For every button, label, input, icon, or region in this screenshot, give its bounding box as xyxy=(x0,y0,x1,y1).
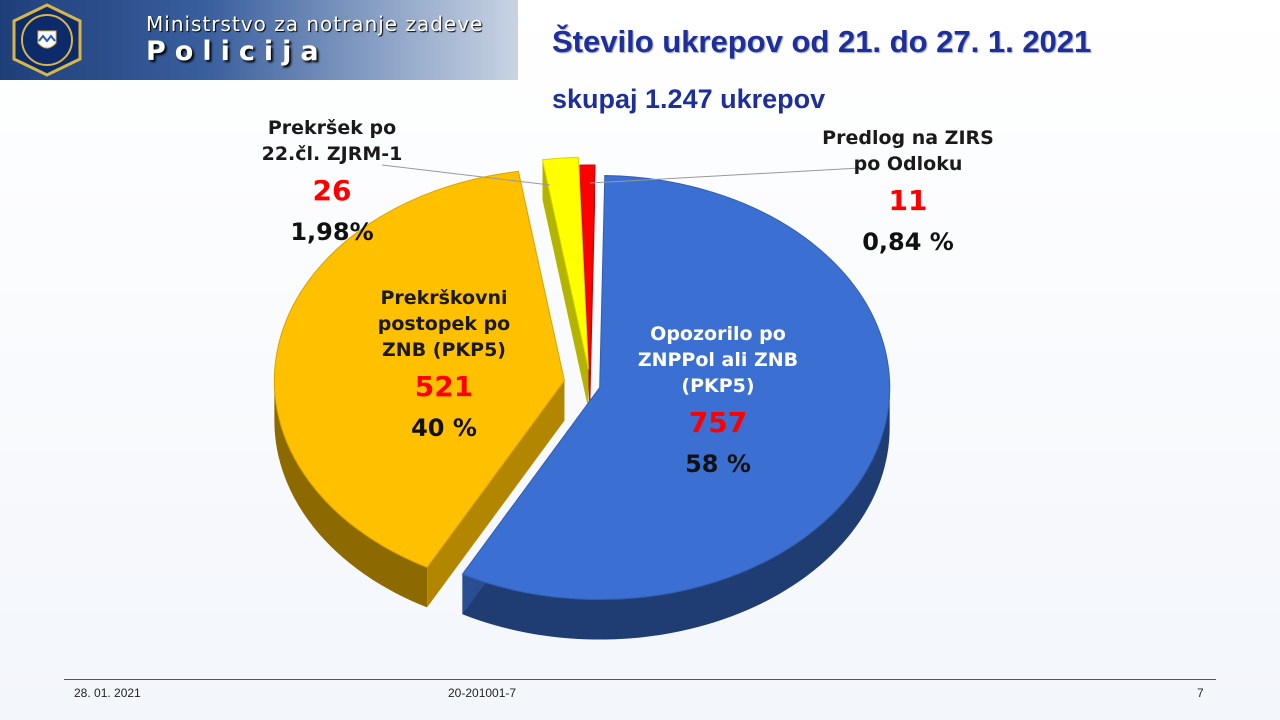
footer-divider xyxy=(64,679,1216,680)
pie-slice xyxy=(461,175,891,601)
slice-name-label: 22.čl. ZJRM-1 xyxy=(262,143,403,165)
slice-percent-label: 40 % xyxy=(411,414,477,442)
police-logo xyxy=(12,3,82,77)
slice-value-label: 757 xyxy=(689,406,747,439)
slice-name-label: Prekrškovni xyxy=(380,287,507,309)
pie-slice xyxy=(541,156,589,370)
page-subtitle: skupaj 1.247 ukrepov xyxy=(552,84,826,114)
slice-name-label: po Odloku xyxy=(854,153,963,175)
pie-slice-wall xyxy=(542,159,589,410)
slice-name-label: (PKP5) xyxy=(681,375,754,397)
slice-name-label: Prekršek po xyxy=(268,117,396,139)
ministry-name: Ministrstvo za notranje zadeve xyxy=(146,12,484,36)
pie-slice xyxy=(579,164,596,378)
leader-line xyxy=(381,164,551,186)
slice-percent-label: 58 % xyxy=(685,450,751,478)
footer-code: 20-201001-7 xyxy=(448,686,517,700)
slice-name-label: ZNPPol ali ZNB xyxy=(638,349,798,371)
slice-name-label: Opozorilo po xyxy=(650,323,786,345)
slice-value-label: 26 xyxy=(313,174,352,207)
slice-name-label: postopek po xyxy=(378,313,511,335)
pie-slice-side xyxy=(462,387,890,640)
pie-slice-wall xyxy=(427,380,565,608)
police-wordmark: Policija xyxy=(146,36,328,67)
slice-percent-label: 0,84 % xyxy=(862,228,954,256)
pie-slice xyxy=(273,170,565,569)
slice-name-label: ZNB (PKP5) xyxy=(382,339,506,361)
pie-slice-side xyxy=(274,380,428,608)
leader-line xyxy=(589,167,861,184)
page-title: Število ukrepov od 21. do 27. 1. 2021 xyxy=(552,24,1092,59)
footer-date: 28. 01. 2021 xyxy=(74,686,141,700)
header-banner: Ministrstvo za notranje zadeve Policija xyxy=(0,0,518,80)
footer-page-number: 7 xyxy=(1197,686,1204,700)
slice-value-label: 521 xyxy=(415,370,473,403)
slice-value-label: 11 xyxy=(889,184,928,217)
slice-percent-label: 1,98% xyxy=(290,218,373,246)
slice-name-label: Predlog na ZIRS xyxy=(822,127,994,149)
